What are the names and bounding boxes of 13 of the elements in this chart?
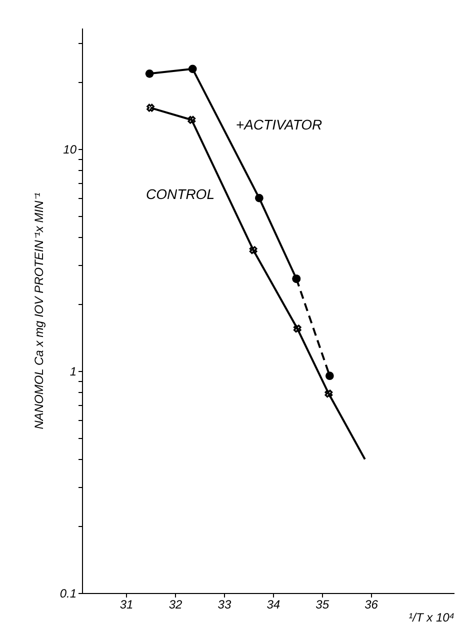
x-tick-label: 33 <box>218 598 232 612</box>
y-tick-label: 1 <box>70 364 76 378</box>
y-axis-title: NANOMOL Ca x mg IOV PROTEIN⁻¹x MIN⁻¹ <box>32 192 46 430</box>
series-label: +ACTIVATOR <box>236 116 322 133</box>
y-tick-label: 0.1 <box>60 586 76 600</box>
x-tick-label: 32 <box>168 598 182 612</box>
x-tick-label: 35 <box>316 598 330 612</box>
y-tick-label: 10 <box>63 142 77 156</box>
series-label: CONTROL <box>146 186 214 202</box>
x-tick-label: 36 <box>364 598 378 612</box>
x-tick-label: 31 <box>120 598 134 612</box>
x-tick-label: 34 <box>266 598 280 612</box>
x-axis-title: ¹/T x 10⁴ <box>408 610 454 624</box>
